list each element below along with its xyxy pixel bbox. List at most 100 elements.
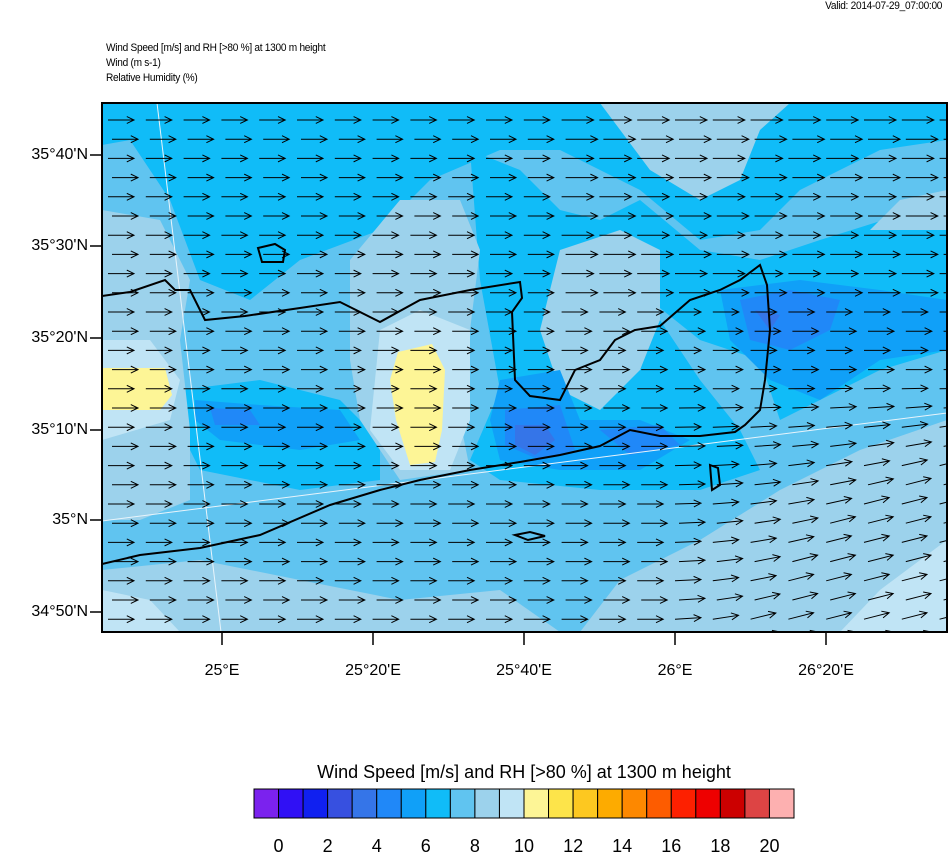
wind-arrow — [301, 442, 329, 451]
wind-arrow — [338, 365, 366, 374]
wind-arrow — [410, 192, 438, 201]
wind-arrow — [448, 192, 476, 201]
wind-arrow — [410, 116, 438, 124]
wind-arrow — [414, 135, 442, 144]
wind-arrow — [561, 192, 595, 201]
wind-arrow — [301, 635, 327, 642]
wind-arrow — [565, 557, 593, 566]
wind-arrow — [448, 576, 476, 585]
wind-arrow — [830, 477, 857, 486]
wind-arrow — [183, 269, 211, 278]
valid-time: Valid: 2014-07-29_07:00:00 — [825, 0, 942, 12]
wind-arrow — [263, 327, 291, 336]
wind-arrow — [905, 439, 933, 448]
wind-arrow — [183, 308, 211, 316]
wind-arrow — [599, 116, 633, 124]
wind-arrow — [637, 116, 671, 124]
wind-arrow — [868, 212, 902, 220]
wind-arrow — [301, 596, 329, 604]
wind-arrow — [792, 440, 820, 449]
wind-arrow — [901, 154, 935, 163]
wind-arrow — [788, 269, 822, 278]
wind-arrow — [225, 596, 253, 604]
wind-arrow — [905, 288, 939, 297]
wind-arrow — [939, 119, 947, 121]
wind-arrow — [792, 212, 826, 220]
wind-arrow — [372, 308, 400, 316]
wind-arrow — [149, 480, 177, 489]
wind-arrow — [901, 231, 935, 240]
wind-arrow — [448, 269, 476, 278]
wind-arrow — [599, 154, 633, 163]
wind-arrow — [372, 615, 400, 624]
wind-arrow — [259, 154, 287, 163]
wind-arrow — [750, 384, 778, 393]
wind-arrow — [599, 538, 627, 547]
wind-arrow — [939, 539, 947, 543]
wind-arrow — [414, 480, 442, 489]
wind-arrow — [183, 192, 211, 201]
wind-vectors — [108, 116, 947, 642]
colorbar-swatch — [253, 788, 280, 819]
wind-arrow — [149, 519, 177, 528]
wind-arrow — [301, 250, 329, 259]
wind-arrow — [641, 365, 669, 374]
wind-arrow — [145, 500, 173, 508]
wind-arrow — [187, 365, 215, 374]
wind-arrow — [376, 288, 404, 297]
wind-arrow — [792, 327, 820, 336]
wind-arrow — [263, 250, 291, 259]
wind-arrow — [372, 384, 400, 393]
wind-arrow — [263, 557, 291, 566]
wind-arrow — [187, 327, 215, 336]
wind-arrow — [490, 596, 518, 604]
wind-arrow — [410, 461, 438, 470]
wind-arrow — [863, 533, 891, 543]
wind-arrow — [565, 365, 593, 374]
wind-arrow — [149, 135, 177, 144]
wind-arrow — [259, 576, 287, 585]
wind-arrow — [788, 116, 822, 124]
wind-arrow — [867, 439, 895, 448]
wind-arrow — [334, 461, 362, 470]
wind-arrow — [674, 614, 703, 622]
wind-arrow — [561, 231, 595, 240]
wind-arrow — [750, 231, 784, 240]
wind-arrow — [716, 403, 744, 412]
wind-arrow — [338, 442, 366, 451]
wind-arrow — [410, 576, 438, 585]
wind-arrow — [675, 346, 703, 355]
wind-arrow — [901, 346, 929, 355]
wind-arrow — [410, 154, 438, 163]
wind-arrow — [905, 365, 933, 374]
wind-arrow — [788, 384, 816, 393]
wind-arrow — [376, 212, 404, 220]
wind-arrow — [901, 269, 935, 278]
wind-arrow — [867, 514, 895, 524]
wind-arrow — [939, 311, 947, 313]
colorbar-swatch — [474, 788, 500, 819]
wind-arrow — [259, 500, 287, 508]
wind-arrow — [830, 591, 857, 601]
wind-arrow — [599, 576, 627, 585]
wind-arrow — [187, 250, 215, 259]
wind-arrow — [150, 635, 176, 642]
wind-arrow — [863, 458, 891, 467]
wind-arrow — [221, 192, 249, 201]
wind-arrow — [674, 499, 703, 508]
wind-arrow — [523, 192, 551, 201]
wind-arrow — [565, 327, 593, 336]
wind-arrow — [297, 615, 325, 624]
wind-arrow — [414, 173, 442, 182]
wind-arrow — [486, 154, 514, 163]
wind-arrow — [297, 461, 325, 470]
wind-arrow — [675, 116, 709, 124]
wind-arrow — [527, 288, 555, 297]
wind-arrow — [679, 288, 713, 297]
wind-arrow — [410, 500, 438, 508]
wind-arrow — [788, 308, 816, 316]
wind-arrow — [297, 346, 325, 355]
wind-arrow — [867, 553, 895, 563]
wind-arrow — [754, 212, 788, 220]
wind-arrow — [750, 269, 784, 278]
